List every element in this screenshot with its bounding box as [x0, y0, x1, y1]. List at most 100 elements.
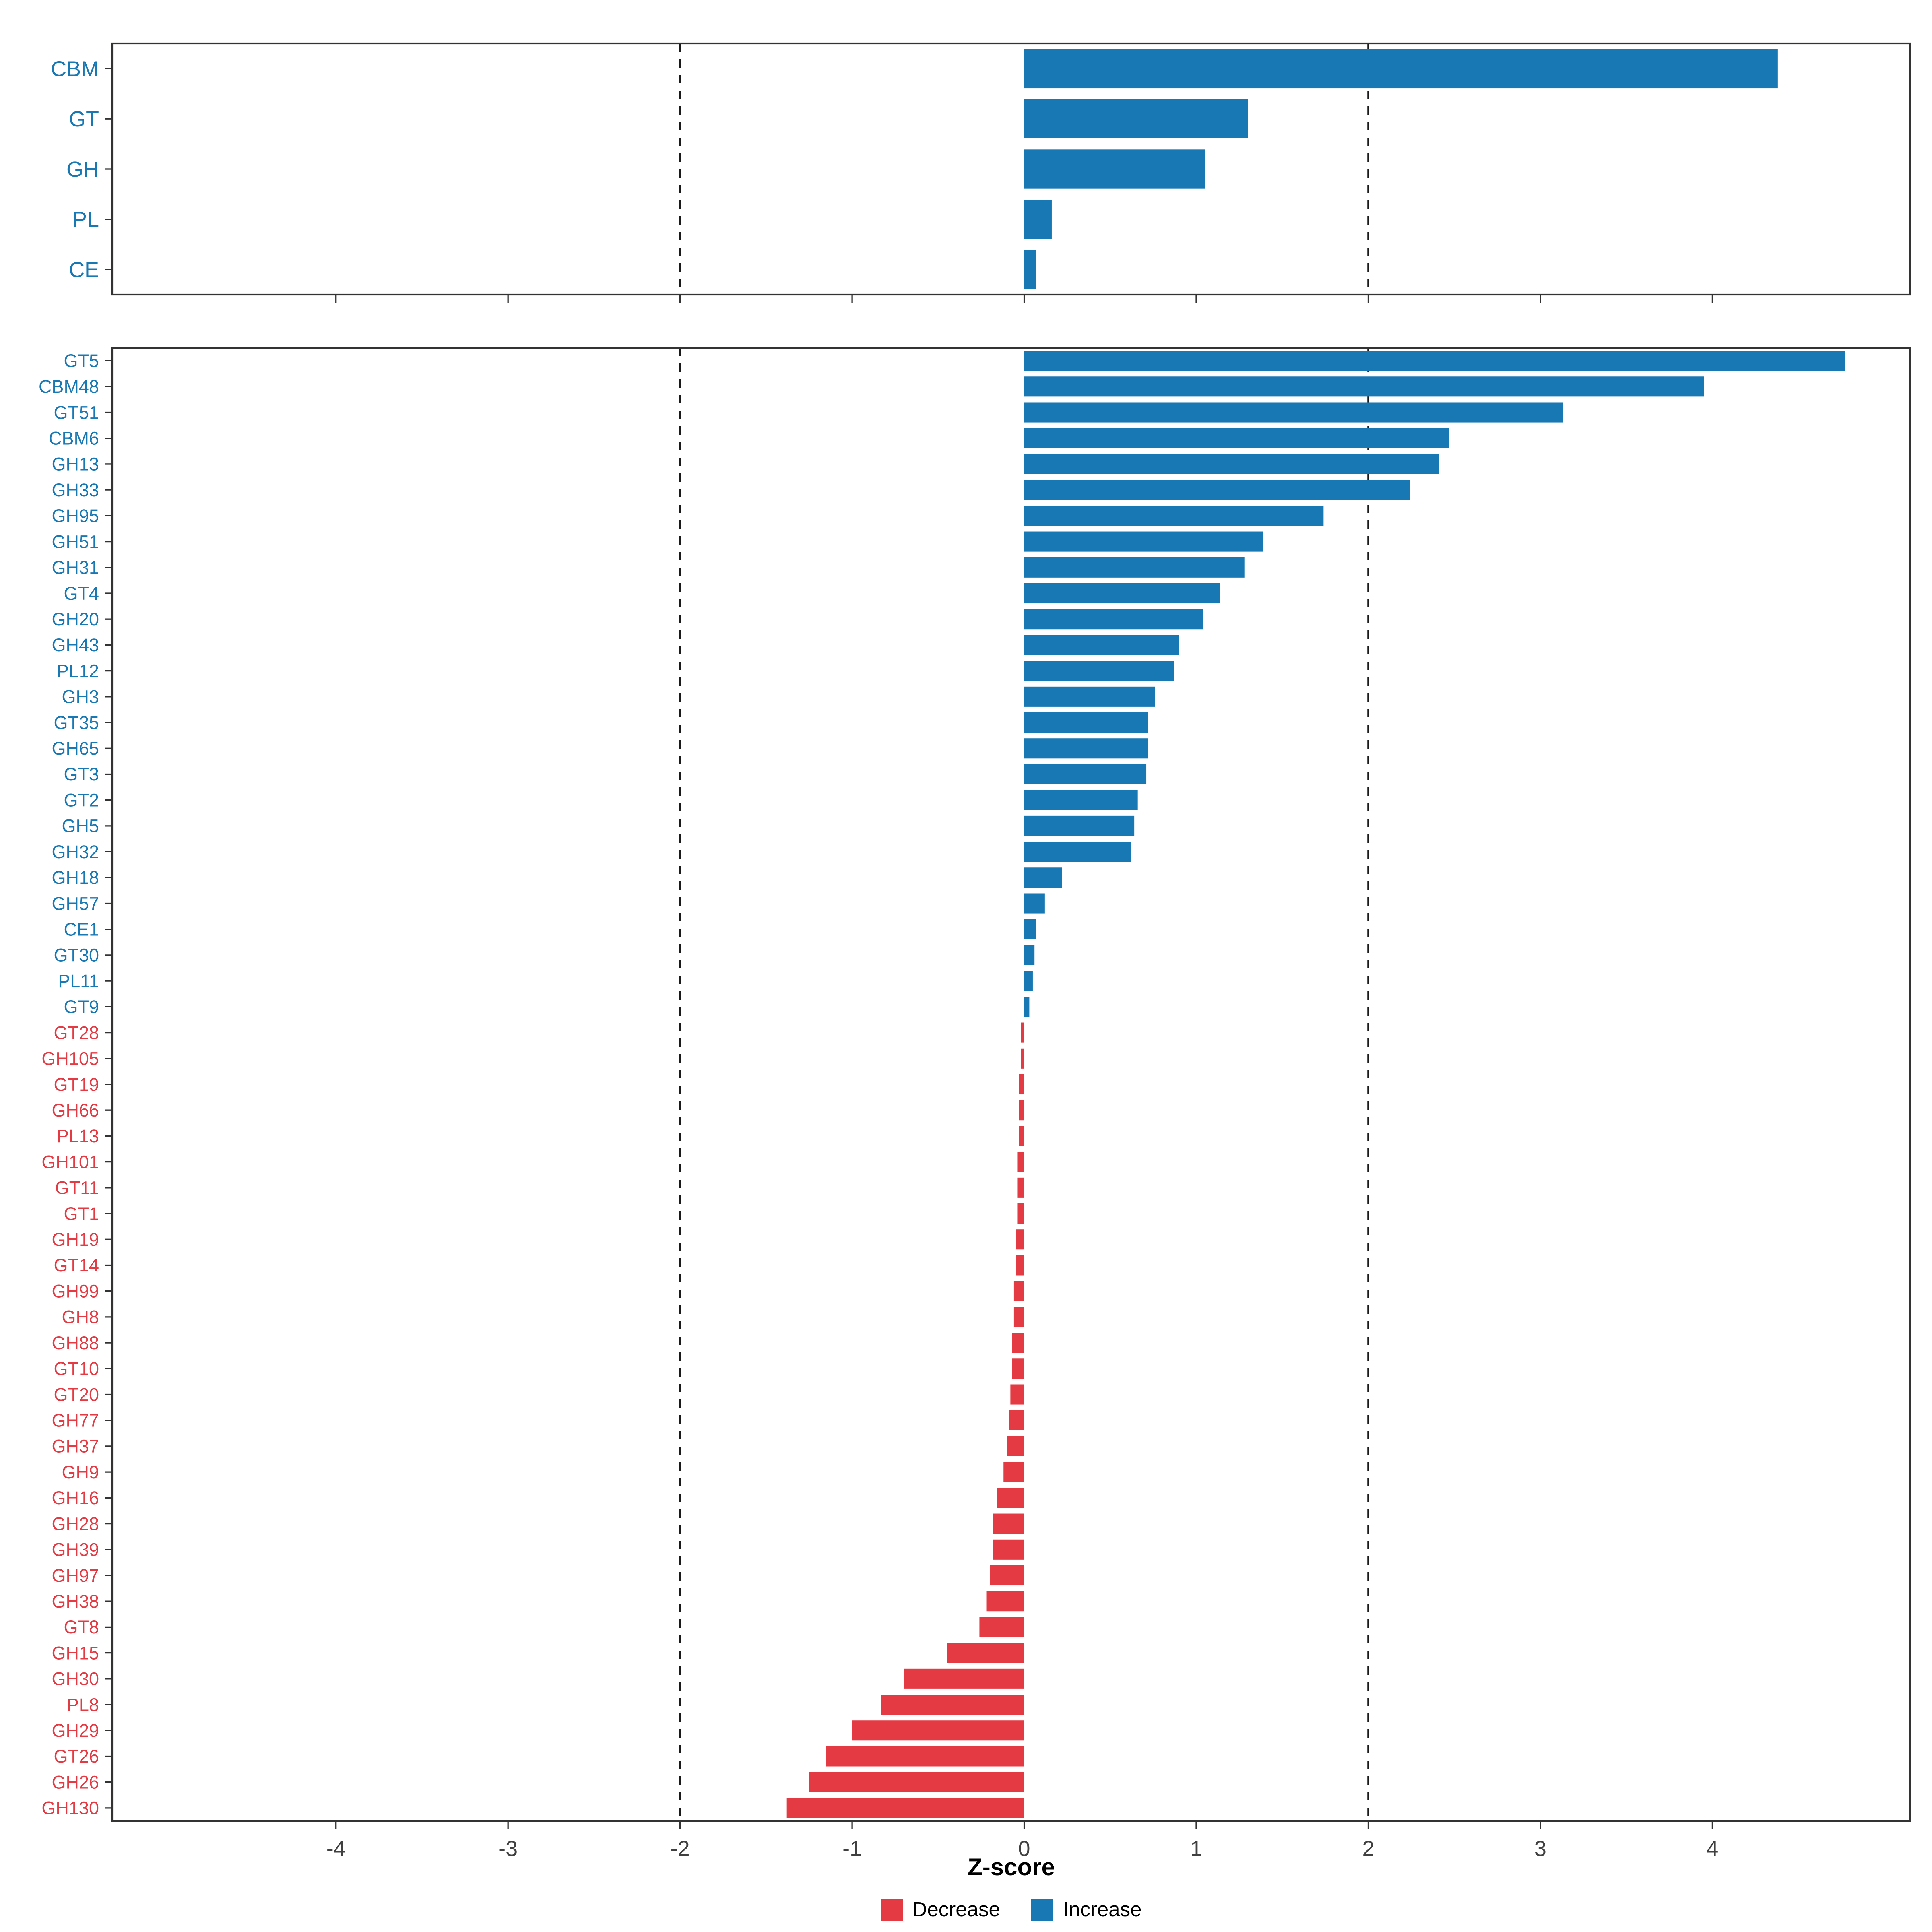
category-label-GH65: GH65 — [52, 738, 99, 759]
bar-GH65 — [1024, 738, 1148, 759]
bar-GH97 — [990, 1565, 1024, 1586]
category-label-GH51: GH51 — [52, 531, 99, 552]
category-label-GH5: GH5 — [62, 816, 99, 836]
category-label-CE: CE — [69, 258, 99, 282]
bar-GH9 — [1003, 1462, 1024, 1482]
x-tick-label: 2 — [1362, 1837, 1374, 1861]
bar-GT8 — [979, 1617, 1024, 1637]
bar-GH32 — [1024, 842, 1131, 862]
category-label-GH29: GH29 — [52, 1720, 99, 1741]
bar-GH15 — [947, 1643, 1024, 1663]
bar-GT10 — [1012, 1358, 1024, 1379]
bar-GT51 — [1024, 402, 1563, 423]
bar-GH33 — [1024, 480, 1410, 500]
bar-GH8 — [1013, 1307, 1024, 1327]
category-label-GT3: GT3 — [64, 764, 99, 784]
category-label-GH88: GH88 — [52, 1333, 99, 1353]
category-label-GT30: GT30 — [54, 945, 99, 966]
bar-GT1 — [1017, 1203, 1024, 1224]
category-label-GH30: GH30 — [52, 1669, 99, 1689]
bar-GT5 — [1024, 351, 1845, 371]
category-label-PL13: PL13 — [57, 1126, 99, 1146]
bar-GH38 — [986, 1591, 1024, 1612]
bar-GH39 — [993, 1539, 1024, 1560]
bar-GH13 — [1024, 454, 1439, 474]
category-label-GH: GH — [66, 157, 99, 182]
bar-PL8 — [881, 1695, 1024, 1715]
x-tick-label: -4 — [326, 1837, 346, 1861]
category-label-PL: PL — [72, 208, 99, 232]
bar-GH — [1024, 149, 1205, 189]
x-tick-label: 3 — [1534, 1837, 1546, 1861]
category-label-PL8: PL8 — [67, 1695, 99, 1715]
category-label-GH15: GH15 — [52, 1643, 99, 1663]
bar-GH26 — [809, 1772, 1024, 1792]
category-label-GH18: GH18 — [52, 867, 99, 888]
bar-GT4 — [1024, 583, 1220, 604]
category-label-GH37: GH37 — [52, 1436, 99, 1457]
bar-GH30 — [904, 1668, 1024, 1689]
x-tick-label: -1 — [842, 1837, 862, 1861]
category-label-GH95: GH95 — [52, 506, 99, 526]
bar-GH3 — [1024, 686, 1155, 707]
category-label-GH97: GH97 — [52, 1565, 99, 1586]
bar-GT9 — [1024, 997, 1030, 1017]
bar-GH95 — [1024, 506, 1324, 526]
panel-border — [111, 347, 1911, 1822]
bar-CE — [1024, 250, 1036, 289]
bar-GT14 — [1016, 1255, 1024, 1276]
bar-GT26 — [826, 1746, 1024, 1767]
category-label-CE1: CE1 — [64, 919, 99, 939]
category-label-PL12: PL12 — [57, 661, 99, 681]
category-label-GT5: GT5 — [64, 351, 99, 371]
legend: Decrease Increase — [112, 1898, 1910, 1922]
category-label-GH32: GH32 — [52, 842, 99, 862]
category-label-GT: GT — [69, 107, 99, 131]
category-label-GH38: GH38 — [52, 1591, 99, 1612]
category-label-GT26: GT26 — [54, 1746, 99, 1767]
x-tick-label: -2 — [671, 1837, 690, 1861]
legend-swatch-decrease — [881, 1899, 903, 1921]
category-label-GT19: GT19 — [54, 1074, 99, 1095]
bar-GH31 — [1024, 557, 1245, 578]
bar-GH101 — [1017, 1152, 1024, 1172]
bar-GH66 — [1019, 1100, 1024, 1121]
bar-GH77 — [1009, 1410, 1024, 1430]
bar-GH37 — [1007, 1436, 1024, 1456]
category-label-CBM48: CBM48 — [39, 376, 99, 397]
bar-CBM6 — [1024, 428, 1449, 448]
category-label-GH31: GH31 — [52, 557, 99, 578]
category-label-GT28: GT28 — [54, 1022, 99, 1043]
bar-PL12 — [1024, 661, 1174, 681]
category-label-GH28: GH28 — [52, 1513, 99, 1534]
category-label-GH13: GH13 — [52, 454, 99, 475]
x-tick-label: 0 — [1018, 1837, 1030, 1861]
bar-GH16 — [997, 1488, 1024, 1508]
category-label-GH130: GH130 — [41, 1798, 99, 1818]
category-label-GT14: GT14 — [54, 1255, 99, 1276]
category-label-GH19: GH19 — [52, 1229, 99, 1250]
legend-label-decrease: Decrease — [912, 1898, 1000, 1921]
category-label-GH20: GH20 — [52, 609, 99, 630]
x-tick-label: 4 — [1706, 1837, 1718, 1861]
category-label-GH16: GH16 — [52, 1488, 99, 1508]
category-label-GH66: GH66 — [52, 1100, 99, 1121]
legend-label-increase: Increase — [1063, 1898, 1142, 1921]
category-label-GH3: GH3 — [62, 687, 99, 707]
bar-GT35 — [1024, 712, 1148, 733]
bar-PL11 — [1024, 971, 1033, 991]
category-label-GH33: GH33 — [52, 480, 99, 500]
category-label-GT51: GT51 — [54, 402, 99, 423]
bar-PL13 — [1019, 1126, 1024, 1146]
x-tick-label: -3 — [498, 1837, 518, 1861]
bar-GH20 — [1024, 609, 1203, 630]
category-label-GH26: GH26 — [52, 1772, 99, 1792]
legend-item-increase: Increase — [1031, 1898, 1142, 1922]
category-label-GT10: GT10 — [54, 1358, 99, 1379]
x-axis-title: Z-score — [968, 1855, 1055, 1881]
category-label-GT11: GT11 — [55, 1178, 99, 1198]
category-label-GT1: GT1 — [64, 1203, 99, 1224]
bar-GT2 — [1024, 790, 1138, 810]
bar-GH43 — [1024, 635, 1179, 655]
